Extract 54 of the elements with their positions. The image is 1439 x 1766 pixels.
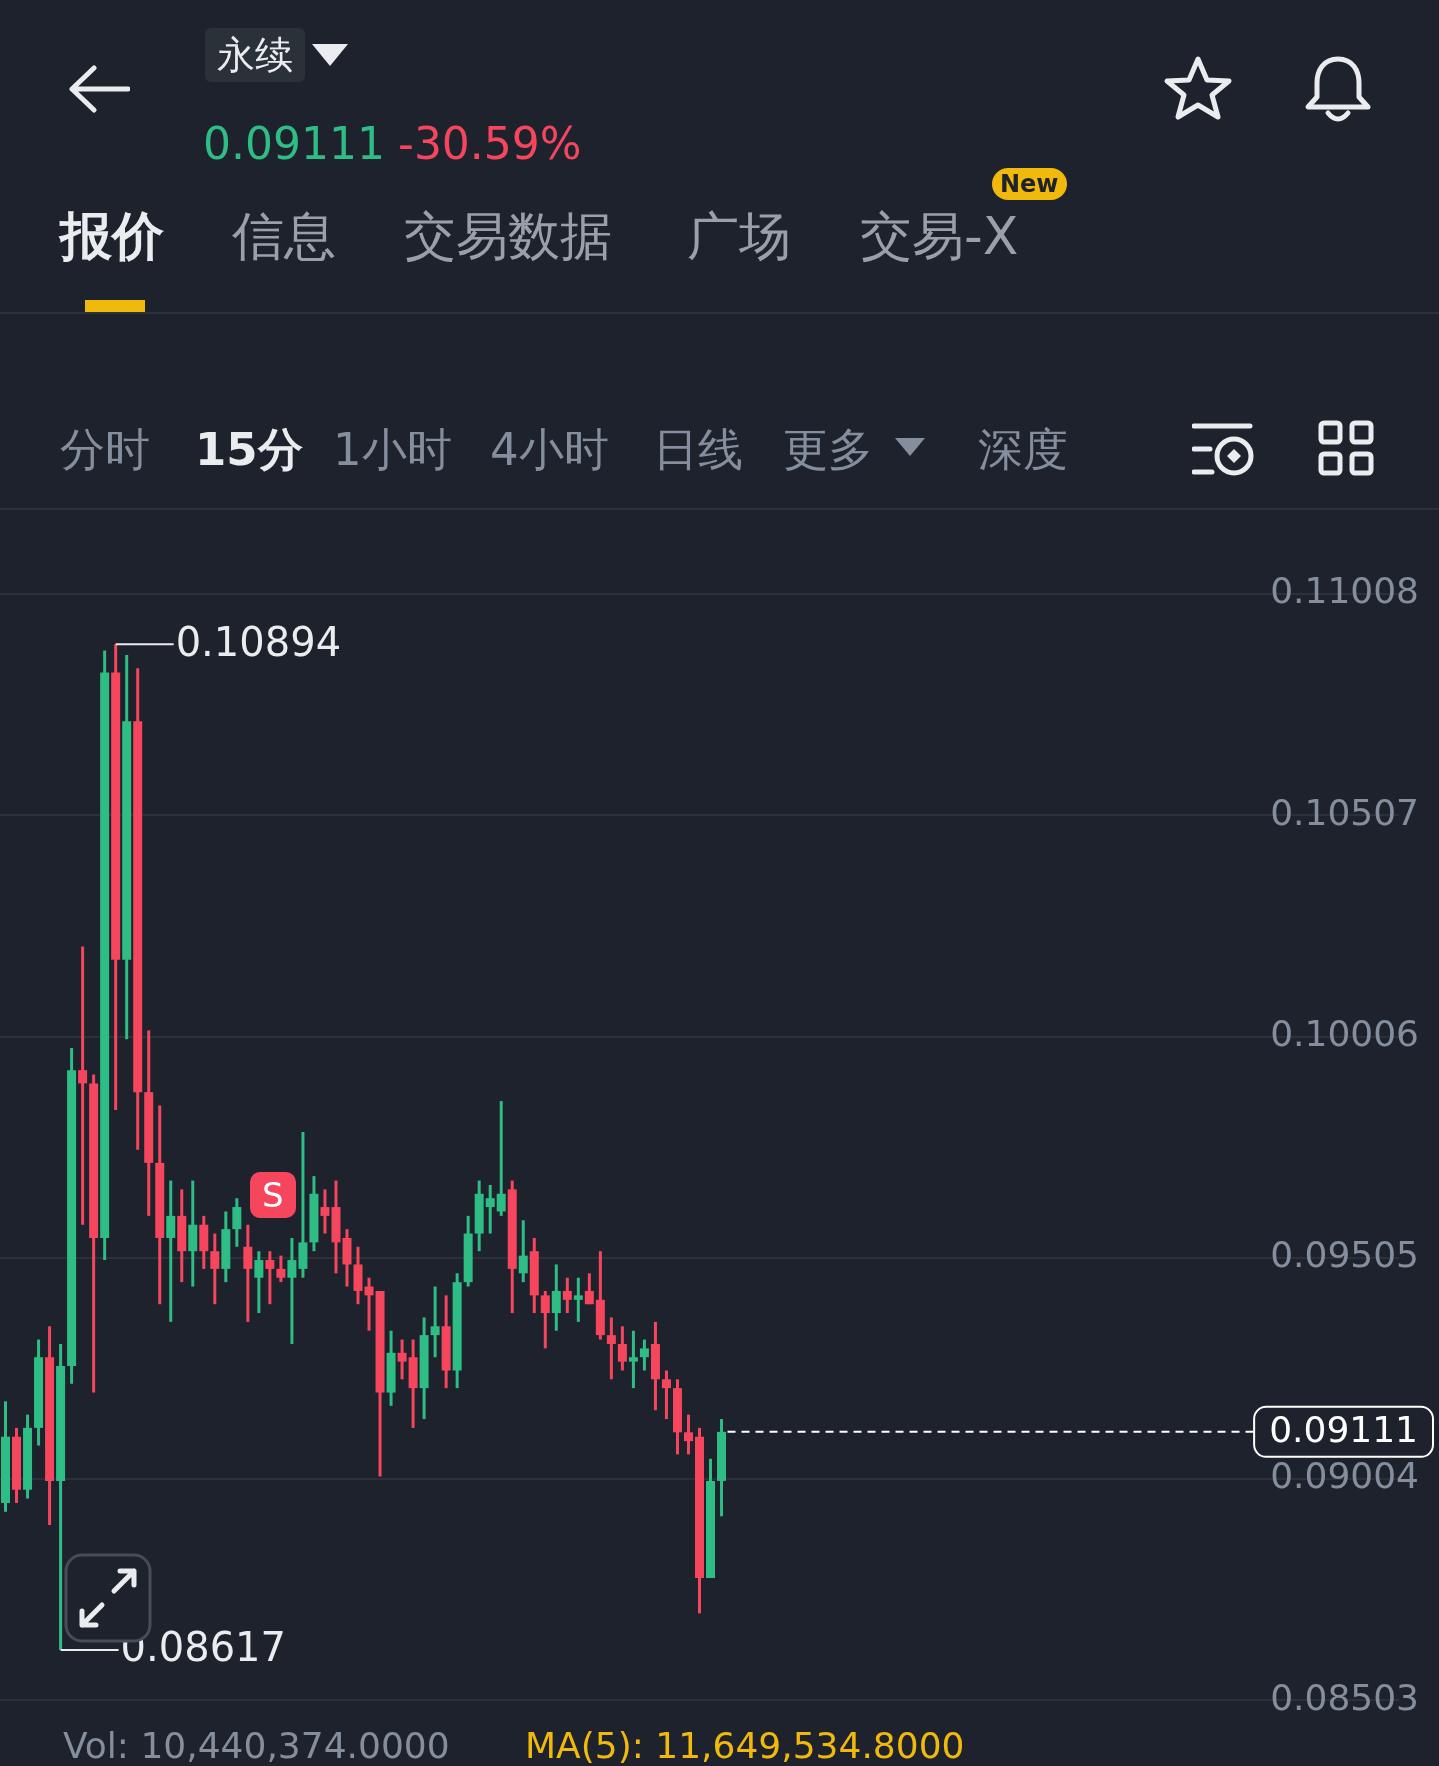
candlestick [518, 1220, 528, 1284]
annotation: 0.10894 [175, 618, 342, 665]
y-tick-label: 0.10006 [1270, 1012, 1419, 1054]
y-tick-label: 0.11008 [1270, 570, 1419, 612]
candlestick [364, 1277, 374, 1331]
text: 报价 [60, 206, 164, 266]
candlestick [573, 1277, 583, 1322]
text: Vol: 10,440,374.0000 [63, 1725, 450, 1766]
text: 15分 [195, 423, 303, 476]
candlestick [551, 1264, 561, 1331]
candlestick [496, 1101, 506, 1216]
text: 1小时 [333, 423, 452, 476]
text: 日线 [653, 423, 743, 476]
candlestick [661, 1370, 671, 1421]
candlestick [78, 946, 88, 1225]
text: 信息 [232, 206, 336, 266]
text: 交易数据 [404, 206, 612, 266]
text: 交易-X [860, 206, 1019, 266]
candlestick [606, 1317, 616, 1380]
text: MA(5): 11,649,534.8000 [525, 1725, 965, 1766]
candlestick [562, 1277, 572, 1315]
text: -30.59% [398, 118, 582, 169]
candlestick [397, 1339, 407, 1380]
candlestick [232, 1198, 242, 1247]
y-tick-label: 0.08503 [1270, 1676, 1419, 1718]
candlestick [639, 1339, 649, 1371]
candlestick [287, 1237, 297, 1344]
candlestick [617, 1326, 627, 1371]
candlestick [683, 1414, 693, 1455]
y-tick-label: 0.10507 [1270, 791, 1419, 833]
annotation: S [250, 1172, 296, 1218]
text: 更多 [783, 423, 873, 476]
candlestick [265, 1251, 275, 1306]
candlestick [276, 1255, 286, 1284]
y-tick-label: 0.09004 [1270, 1455, 1419, 1497]
ref-line-label: 0.09111 [1269, 1409, 1419, 1451]
candlestick [254, 1251, 264, 1315]
candlestick [243, 1224, 253, 1322]
candlestick [485, 1184, 495, 1234]
candlestick [166, 1180, 176, 1322]
text: New [992, 168, 1067, 200]
text: 4小时 [490, 423, 609, 476]
text: 广场 [687, 206, 791, 266]
text: 0.09111 [203, 118, 385, 169]
candlestick [430, 1286, 440, 1359]
text: 分时 [60, 423, 150, 476]
candlestick [584, 1273, 594, 1306]
candlestick [320, 1189, 330, 1234]
candlestick [628, 1330, 638, 1390]
candlestick [210, 1233, 220, 1306]
text: 永续 [205, 28, 305, 82]
text: 深度 [978, 423, 1068, 476]
y-tick-label: 0.09505 [1270, 1234, 1419, 1276]
candlestick [540, 1289, 550, 1349]
